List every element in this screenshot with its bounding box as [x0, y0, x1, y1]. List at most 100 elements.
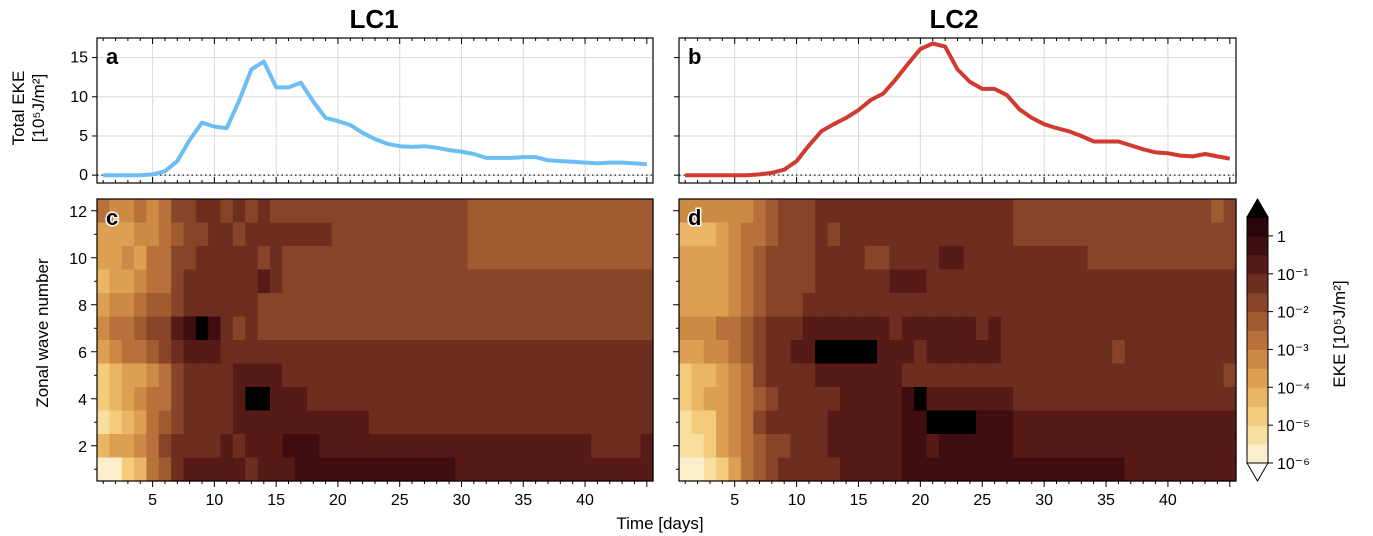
heatmap-cell — [307, 363, 320, 388]
heatmap-cell — [976, 293, 990, 318]
heatmap-cell — [1025, 269, 1039, 294]
heatmap-cell — [405, 246, 419, 271]
heatmap-cell — [1037, 457, 1051, 482]
heatmap-cell — [331, 363, 345, 388]
heatmap-cell — [728, 410, 742, 435]
heatmap-cell — [220, 269, 234, 294]
heatmap-cell — [146, 316, 160, 341]
heatmap-cell — [504, 434, 518, 459]
heatmap-cell — [1013, 199, 1027, 224]
ylabel-zonal-wave-number: Zonal wave number — [33, 258, 52, 408]
heatmap-cell — [679, 316, 692, 341]
heatmap-cell — [467, 457, 481, 482]
heatmap-cell — [232, 199, 246, 224]
heatmap-cell — [1174, 387, 1188, 412]
x-tick-label: 35 — [514, 492, 532, 509]
heatmap-cell — [307, 316, 320, 341]
heatmap-cell — [963, 410, 977, 435]
heatmap-cell — [442, 410, 456, 435]
heatmap-cell — [541, 222, 555, 247]
heatmap-cell — [195, 340, 209, 365]
heatmap-cell — [541, 340, 555, 365]
heatmap-cell — [753, 199, 767, 224]
heatmap-cell — [134, 340, 148, 365]
y-tick-label: 15 — [70, 50, 88, 67]
heatmap-cell — [926, 434, 940, 459]
heatmap-cell — [245, 222, 259, 247]
heatmap-cell — [1062, 457, 1076, 482]
heatmap-cell — [1050, 269, 1064, 294]
heatmap-cell — [269, 316, 283, 341]
heatmap-cell — [827, 222, 841, 247]
heatmap-cell — [778, 340, 791, 365]
heatmap-cell — [405, 340, 419, 365]
heatmap-cell — [728, 199, 742, 224]
heatmap-cell — [331, 340, 345, 365]
x-tick-label: 10 — [205, 492, 223, 509]
heatmap-cell — [344, 363, 358, 388]
heatmap-cell — [269, 410, 283, 435]
heatmap-cell — [529, 316, 543, 341]
heatmap-cell — [815, 293, 829, 318]
heatmap-cell — [877, 246, 891, 271]
heatmap-cell — [802, 457, 816, 482]
heatmap-cell — [1013, 340, 1027, 365]
heatmap-cell — [368, 387, 382, 412]
heatmap-cell — [405, 457, 419, 482]
heatmap-cell — [914, 246, 928, 271]
heatmap-cell — [467, 410, 481, 435]
heatmap-cell — [356, 340, 370, 365]
heatmap-cell — [183, 457, 197, 482]
heatmap-cell — [368, 363, 382, 388]
heatmap-cell — [541, 246, 555, 271]
heatmap-cell — [938, 222, 952, 247]
heatmap-cell — [976, 387, 990, 412]
heatmap-cell — [765, 387, 779, 412]
heatmap-cell — [554, 410, 568, 435]
heatmap-cell — [976, 457, 990, 482]
heatmap-cell — [926, 363, 940, 388]
heatmap-cell — [1025, 246, 1039, 271]
heatmap-cell — [183, 222, 197, 247]
heatmap-cell — [195, 457, 209, 482]
heatmap-cell — [146, 199, 160, 224]
heatmap-cell — [1000, 246, 1014, 271]
heatmap-cell — [753, 363, 767, 388]
heatmap-cell — [591, 316, 605, 341]
heatmap-cell — [282, 410, 296, 435]
heatmap-cell — [1124, 457, 1138, 482]
heatmap-cell — [134, 269, 148, 294]
heatmap-cell — [1149, 410, 1163, 435]
heatmap-cell — [1025, 316, 1039, 341]
heatmap-cell — [1112, 434, 1126, 459]
heatmap-cell — [728, 434, 742, 459]
heatmap-cell — [1025, 222, 1039, 247]
heatmap-cell — [109, 316, 123, 341]
heatmap-cell — [480, 269, 493, 294]
colorbar-segment — [1247, 217, 1268, 237]
heatmap-cell — [294, 387, 308, 412]
heatmap-cell — [232, 316, 246, 341]
heatmap-cell — [294, 434, 308, 459]
heatmap-cell — [988, 199, 1002, 224]
heatmap-cell — [134, 457, 148, 482]
heatmap-cell — [1025, 457, 1039, 482]
heatmap-cell — [492, 199, 506, 224]
heatmap-cell — [963, 246, 977, 271]
x-tick-label: 15 — [850, 492, 868, 509]
heatmap-cell — [1149, 222, 1163, 247]
heatmap-cell — [802, 316, 816, 341]
heatmap-cell — [171, 340, 185, 365]
heatmap-cell — [802, 410, 816, 435]
heatmap-cell — [877, 363, 891, 388]
heatmap-cell — [467, 293, 481, 318]
heatmap-cell — [541, 269, 555, 294]
heatmap-cell — [628, 340, 642, 365]
heatmap-cell — [640, 316, 654, 341]
heatmap-cell — [615, 199, 629, 224]
colorbar-tick-label: 10⁻¹ — [1277, 267, 1309, 284]
heatmap-cell — [134, 410, 148, 435]
heatmap-cell — [1025, 410, 1039, 435]
heatmap-cell — [839, 269, 853, 294]
heatmap-cell — [728, 246, 742, 271]
